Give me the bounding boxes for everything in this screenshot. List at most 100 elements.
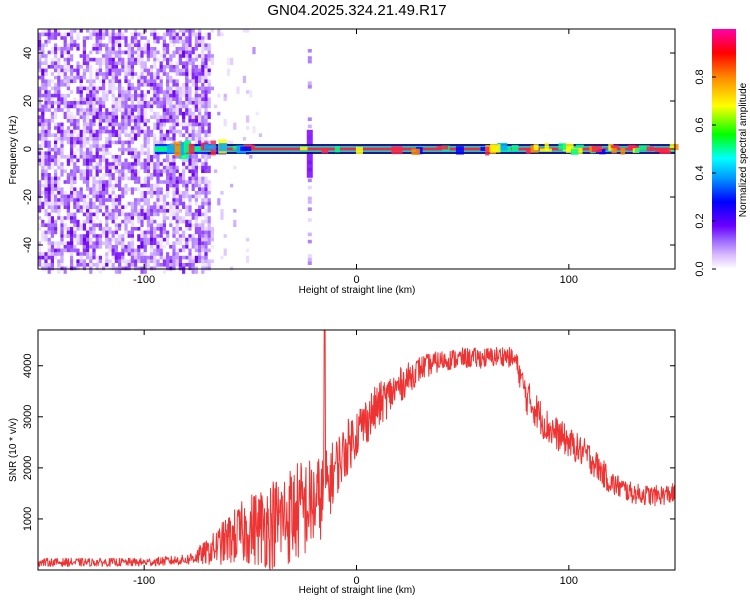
heatmap-cell [246,237,250,242]
heatmap-cell [134,90,138,94]
heatmap-cell [108,32,112,40]
heatmap-cell [140,259,144,263]
heatmap-cell [140,50,144,58]
heatmap-cell [47,39,51,44]
heatmap-cell [108,266,112,271]
colorbar-tick-label: 0.4 [694,165,706,180]
heatmap-cell [182,83,186,87]
ridge-blob [558,143,566,150]
heatmap-cell [127,133,131,137]
heatmap-cell [54,93,58,98]
heatmap-cell [307,85,312,89]
heatmap-cell [47,147,51,152]
heatmap-cell [76,201,80,206]
heatmap-cell [307,261,312,265]
heatmap-cell [166,263,170,271]
heatmap-cell [127,176,131,181]
heatmap-cell [89,137,93,141]
heatmap-cell [207,72,211,76]
heatmap-cell [153,209,157,217]
heatmap-cell [140,115,144,123]
heatmap-cell [63,216,67,220]
heatmap-cell [108,68,112,76]
heatmap-cell [156,205,160,209]
heatmap-cell [89,162,93,166]
heatmap-cell [41,108,45,116]
heatmap-cell [156,176,160,184]
heatmap-cell [44,137,48,141]
heatmap-cell [108,140,112,145]
heatmap-cell [98,209,102,213]
heatmap-cell [191,119,195,123]
heatmap-cell [66,126,70,134]
heatmap-cell [146,201,150,206]
heatmap-cell [108,212,112,217]
heatmap-cell [134,255,138,260]
heatmap-cell [89,144,93,152]
heatmap-cell [105,47,109,55]
heatmap-cell [111,162,115,166]
heatmap-cell [38,115,42,119]
heatmap-cell [121,194,125,199]
ridge-blob [203,144,216,150]
heatmap-cell [111,165,115,170]
heatmap-cell [172,155,176,159]
colorbar-tick-label: 0.8 [694,69,706,84]
heatmap-cell [137,212,141,217]
heatmap-cell [124,173,128,181]
heatmap-cell [82,39,86,47]
heatmap-cell [166,183,170,191]
heatmap-cell [153,155,157,159]
heatmap-cell [47,90,51,98]
heatmap-cell [86,93,90,98]
heatmap-cell [188,212,192,217]
heatmap-cell [54,201,58,206]
heatmap-cell [47,32,51,40]
heatmap-cell [102,119,106,123]
heatmap-cell [207,122,211,127]
heatmap-cell [204,129,208,134]
heatmap-cell [172,93,176,101]
heatmap-cell [236,86,240,94]
heatmap-cell [102,173,106,181]
heatmap-cell [60,133,64,141]
heatmap-cell [50,79,54,83]
heatmap-cell [146,162,150,170]
heatmap-cell [156,162,160,170]
heatmap-cell [108,36,112,44]
heatmap-cell [86,126,90,130]
heatmap-cell [182,173,186,177]
heatmap-cell [57,65,61,69]
heatmap-cell [124,101,128,109]
heatmap-cell [182,266,186,274]
heatmap-cell [185,227,189,231]
heatmap-cell [63,191,67,195]
heatmap-cell [156,183,160,188]
heatmap-ridge [154,139,679,160]
heatmap-cell [150,50,154,58]
ridge-blob [232,145,237,150]
heatmap-cell [82,72,86,80]
heatmap-cell [140,47,144,51]
heatmap-cell [153,248,157,253]
heatmap-cell [134,162,138,166]
heatmap-cell [198,32,202,40]
heatmap-cell [143,36,147,40]
heatmap-cell [207,155,211,159]
heatmap-cell [204,32,208,40]
heatmap-cell [166,155,170,163]
y-tick-label: -40 [22,237,34,253]
snr-y-axis-label: SNR (10 * v/v) [8,418,19,482]
heatmap-cell [63,169,67,173]
heatmap-cell [143,108,147,116]
heatmap-cell [79,54,83,58]
heatmap-cell [191,47,195,55]
heatmap-cell [79,129,83,137]
heatmap-cell [134,187,138,191]
heatmap-cell [127,151,131,155]
ridge-blob [562,143,574,152]
heatmap-cell [201,122,205,127]
heatmap-cell [95,97,99,101]
heatmap-cell [172,216,176,220]
heatmap-cell [82,223,86,231]
